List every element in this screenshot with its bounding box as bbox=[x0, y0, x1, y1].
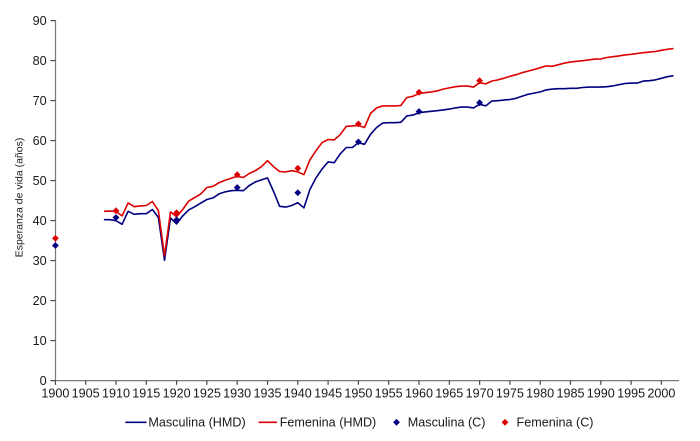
svg-text:1955: 1955 bbox=[375, 386, 403, 400]
svg-text:1910: 1910 bbox=[102, 386, 130, 400]
svg-text:Masculina (HMD): Masculina (HMD) bbox=[148, 415, 245, 429]
svg-text:1935: 1935 bbox=[253, 386, 281, 400]
svg-text:10: 10 bbox=[33, 334, 47, 348]
svg-text:Masculina (C): Masculina (C) bbox=[408, 415, 486, 429]
svg-text:40: 40 bbox=[33, 214, 47, 228]
svg-text:90: 90 bbox=[33, 14, 47, 28]
svg-text:2000: 2000 bbox=[647, 386, 675, 400]
svg-text:1945: 1945 bbox=[314, 386, 342, 400]
svg-text:20: 20 bbox=[33, 294, 47, 308]
svg-text:1960: 1960 bbox=[405, 386, 433, 400]
svg-text:Femenina (HMD): Femenina (HMD) bbox=[280, 415, 377, 429]
svg-text:1975: 1975 bbox=[496, 386, 524, 400]
svg-text:1995: 1995 bbox=[617, 386, 645, 400]
svg-text:1990: 1990 bbox=[587, 386, 615, 400]
svg-text:1980: 1980 bbox=[526, 386, 554, 400]
svg-text:Esperanza de vida (años): Esperanza de vida (años) bbox=[13, 138, 25, 258]
svg-text:1985: 1985 bbox=[556, 386, 584, 400]
svg-text:1900: 1900 bbox=[41, 386, 69, 400]
svg-text:1915: 1915 bbox=[132, 386, 160, 400]
svg-text:0: 0 bbox=[40, 374, 47, 388]
svg-text:30: 30 bbox=[33, 254, 47, 268]
svg-text:70: 70 bbox=[33, 94, 47, 108]
svg-text:80: 80 bbox=[33, 54, 47, 68]
svg-text:Femenina (C): Femenina (C) bbox=[517, 415, 594, 429]
svg-text:1970: 1970 bbox=[466, 386, 494, 400]
svg-text:60: 60 bbox=[33, 134, 47, 148]
svg-text:1925: 1925 bbox=[193, 386, 221, 400]
svg-text:1920: 1920 bbox=[163, 386, 191, 400]
svg-text:1905: 1905 bbox=[72, 386, 100, 400]
svg-text:1940: 1940 bbox=[284, 386, 312, 400]
svg-text:1950: 1950 bbox=[344, 386, 372, 400]
svg-text:1930: 1930 bbox=[223, 386, 251, 400]
svg-text:50: 50 bbox=[33, 174, 47, 188]
svg-text:1965: 1965 bbox=[435, 386, 463, 400]
